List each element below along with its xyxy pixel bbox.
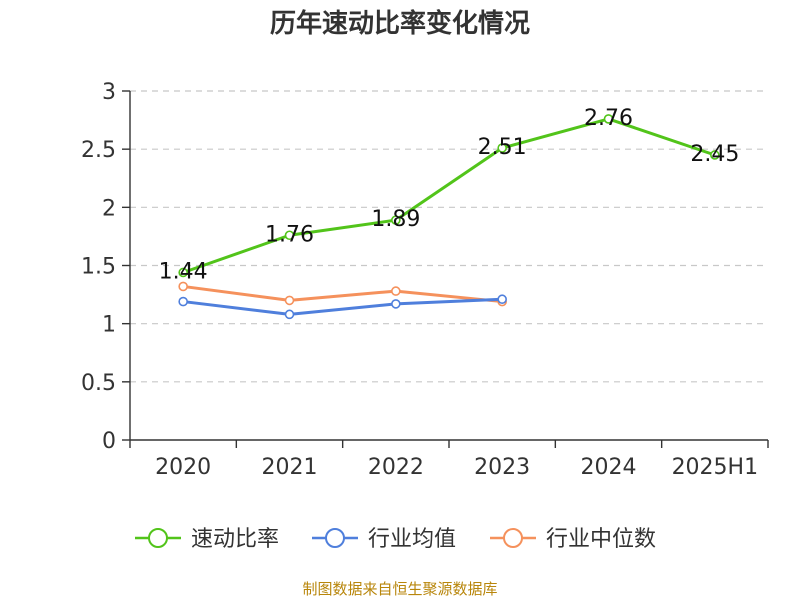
data-label: 1.76 bbox=[265, 222, 314, 247]
data-label: 2.76 bbox=[584, 106, 633, 131]
legend-item[interactable]: 行业中位数 bbox=[490, 527, 656, 552]
data-point bbox=[603, 114, 614, 124]
series-line bbox=[181, 117, 717, 274]
data-point bbox=[284, 309, 295, 320]
data-label: 2.51 bbox=[478, 135, 527, 160]
y-tick-label: 1 bbox=[102, 313, 116, 338]
x-tick-label: 2020 bbox=[155, 455, 211, 480]
data-point bbox=[391, 215, 401, 225]
y-tick-label: 2.5 bbox=[81, 138, 116, 163]
y-tick-label: 1.5 bbox=[81, 255, 116, 280]
legend-label: 速动比率 bbox=[191, 527, 279, 552]
data-label: 1.44 bbox=[159, 259, 208, 284]
legend-label: 行业均值 bbox=[368, 527, 456, 552]
data-point bbox=[178, 296, 188, 307]
data-label: 1.89 bbox=[371, 207, 420, 232]
y-tick-label: 0 bbox=[102, 429, 116, 454]
data-point bbox=[178, 281, 188, 292]
data-point bbox=[497, 294, 507, 305]
x-tick-label: 2021 bbox=[262, 455, 318, 480]
data-point bbox=[497, 143, 507, 153]
data-label: 2.45 bbox=[690, 142, 739, 167]
legend-marker bbox=[325, 528, 345, 548]
x-tick-label: 2023 bbox=[474, 455, 530, 480]
axes: 0 0.5 1 1.5 2 2.5 3 2020 2021 2022 2023 2024 2025H1 bbox=[81, 80, 769, 480]
source-note: 制图数据来自恒生聚源数据库 bbox=[302, 580, 497, 598]
series-line bbox=[181, 297, 504, 316]
x-tick-label: 2022 bbox=[368, 455, 424, 480]
y-tick-label: 2 bbox=[102, 196, 116, 221]
legend[interactable]: 速动比率 行业均值 行业中位数 bbox=[135, 527, 656, 552]
legend-item[interactable]: 行业均值 bbox=[312, 527, 456, 552]
legend-marker bbox=[148, 528, 168, 548]
data-point bbox=[284, 230, 295, 241]
y-tick-label: 0.5 bbox=[81, 371, 116, 396]
data-point bbox=[284, 295, 295, 306]
y-tick-label: 3 bbox=[102, 80, 116, 105]
chart-title: 历年速动比率变化情况 bbox=[270, 8, 530, 39]
grid bbox=[130, 90, 768, 383]
legend-label: 行业中位数 bbox=[546, 527, 656, 552]
legend-marker bbox=[503, 528, 523, 548]
series-layer: 1.44 1.76 1.89 2.51 2.76 2.45 bbox=[159, 106, 739, 320]
data-point bbox=[178, 267, 188, 278]
x-tick-label: 2025H1 bbox=[672, 455, 759, 480]
legend-item[interactable]: 速动比率 bbox=[135, 527, 279, 552]
series-line bbox=[181, 284, 504, 304]
data-point bbox=[710, 150, 720, 160]
data-point bbox=[391, 286, 401, 296]
x-tick-label: 2024 bbox=[581, 455, 637, 480]
data-point bbox=[391, 299, 401, 309]
